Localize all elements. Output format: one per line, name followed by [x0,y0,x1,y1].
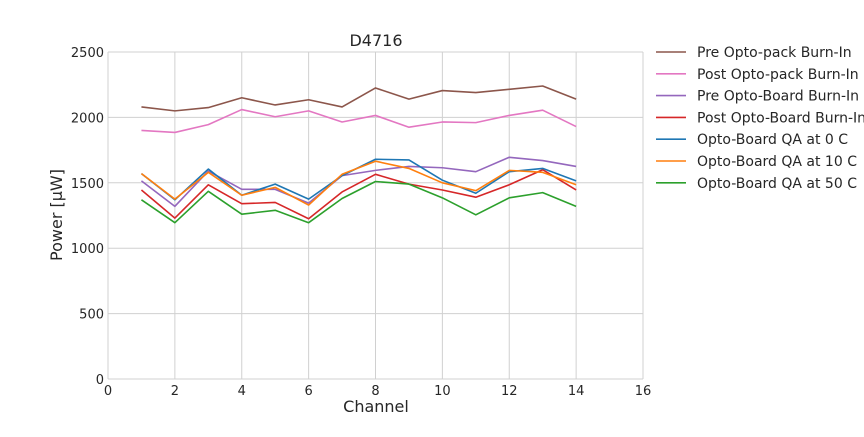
legend-label: Pre Opto-pack Burn-In [697,45,852,61]
x-tick-label: 14 [568,384,585,399]
x-tick-label: 16 [635,384,652,399]
legend-label: Opto-Board QA at 10 C [697,154,857,170]
x-tick-label: 10 [434,384,451,399]
x-tick-label: 6 [304,384,312,399]
legend-label: Post Opto-pack Burn-In [697,67,859,83]
x-tick-label: 8 [371,384,379,399]
y-tick-label: 0 [96,373,104,388]
y-axis-title: Power [μW] [47,169,66,261]
series-line [140,180,577,224]
legend-label: Pre Opto-Board Burn-In [697,89,859,105]
y-tick-label: 2000 [71,111,104,126]
y-tick-label: 500 [79,308,104,323]
legend-label: Opto-Board QA at 0 C [697,132,848,148]
y-tick-label: 1000 [71,242,104,257]
y-tick-label: 2500 [71,46,104,61]
x-tick-label: 4 [238,384,246,399]
x-tick-label: 2 [171,384,179,399]
legend-label: Opto-Board QA at 50 C [697,176,857,192]
series-line [141,85,577,112]
series-line [141,108,577,134]
x-axis-title: Channel [343,397,409,416]
chart-title: D4716 [349,31,402,50]
legend: Pre Opto-pack Burn-In Post Opto-pack Burn… [656,45,864,192]
legend-label: Post Opto-Board Burn-In [697,110,864,126]
series-line [140,168,577,220]
axes: 0 2 4 6 8 10 12 14 16 0 500 1000 1500 2000 2500 [71,46,651,399]
series-group [140,85,577,224]
x-tick-label: 12 [501,384,518,399]
series-line [140,160,577,206]
x-tick-label: 0 [104,384,112,399]
grid [107,51,644,380]
y-tick-label: 1500 [71,177,104,192]
